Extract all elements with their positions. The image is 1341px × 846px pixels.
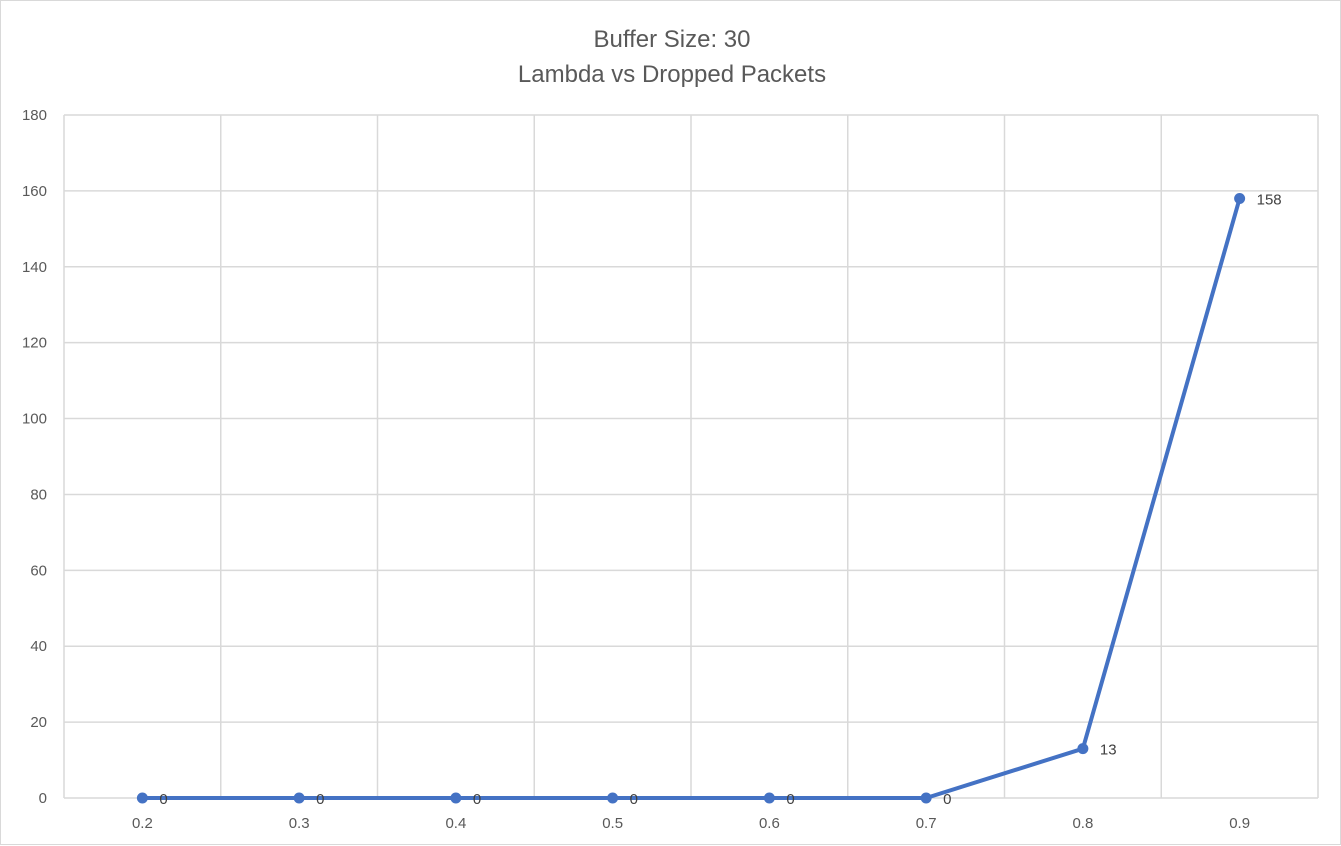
data-point [920,792,932,804]
vertical-gridlines [63,115,1319,798]
y-tick-label: 180 [22,107,47,124]
x-tick-label: 0.2 [132,815,153,832]
data-point [136,792,148,804]
x-tick-label: 0.4 [445,815,466,832]
x-tick-label: 0.6 [759,815,780,832]
data-label: 158 [1257,191,1282,208]
y-tick-label: 140 [22,259,47,276]
y-axis-tick-labels: 0 20 40 60 80 100 120 140 160 180 [22,107,47,807]
data-point [763,792,775,804]
x-tick-label: 0.8 [1072,815,1093,832]
series-dropped-packets [140,196,1242,800]
x-axis-tick-labels: 0.2 0.3 0.4 0.5 0.6 0.7 0.8 0.9 [132,815,1250,832]
y-tick-label: 160 [22,183,47,200]
data-point [450,792,462,804]
y-tick-label: 100 [22,411,47,428]
x-tick-label: 0.3 [289,815,310,832]
x-tick-label: 0.7 [916,815,937,832]
data-point [293,792,305,804]
x-tick-label: 0.9 [1229,815,1250,832]
y-tick-label: 40 [30,638,47,655]
chart-title: Buffer Size: 30 Lambda vs Dropped Packet… [518,26,826,88]
data-point [1077,743,1089,755]
data-label: 0 [473,791,481,808]
x-tick-label: 0.5 [602,815,623,832]
data-label: 0 [159,791,167,808]
y-tick-label: 120 [22,335,47,352]
data-point [607,792,619,804]
series-line [140,196,1242,800]
data-label: 0 [943,791,951,808]
chart-title-line-2: Lambda vs Dropped Packets [518,61,826,88]
data-label: 0 [786,791,794,808]
y-tick-label: 80 [30,486,47,503]
data-label: 13 [1100,742,1117,759]
chart-title-line-1: Buffer Size: 30 [594,26,751,53]
data-label: 0 [630,791,638,808]
data-labels: 0 0 0 0 0 0 13 158 [159,191,1281,808]
y-tick-label: 0 [39,790,47,807]
data-label: 0 [316,791,324,808]
data-point [1234,192,1246,204]
y-tick-label: 60 [30,562,47,579]
y-tick-label: 20 [30,714,47,731]
data-point-markers [136,192,1246,804]
